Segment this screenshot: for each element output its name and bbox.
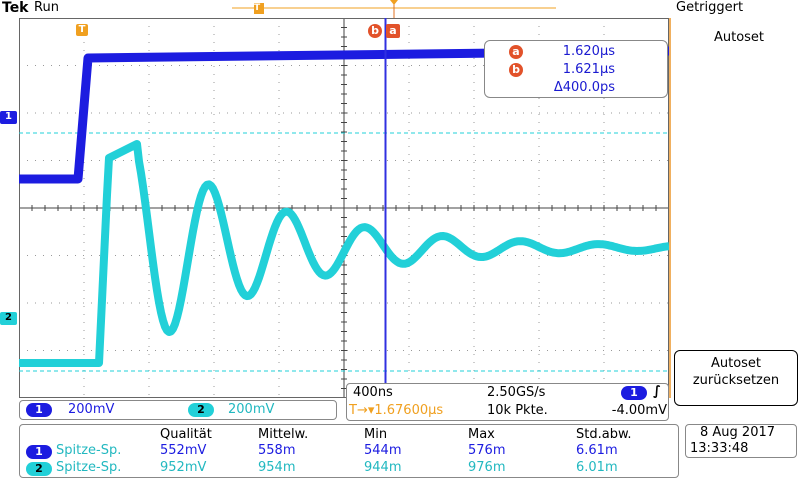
ch1-badge[interactable]: 1 [26, 403, 52, 417]
cursor-b-value: 1.621µs [562, 62, 615, 77]
meas-header-max: Max [468, 427, 495, 442]
ch1-scale: 200mV [68, 402, 115, 417]
trigger-slope-icon: ∫ [653, 384, 661, 399]
ch2-badge[interactable]: 2 [188, 403, 214, 417]
meas-header-min: Min [364, 427, 388, 442]
ch2-scale: 200mV [228, 402, 275, 417]
trigger-level: -4.00mV [611, 403, 667, 418]
waveform-traces [19, 18, 669, 398]
autoset-reset-button[interactable]: Autoset zurücksetzen [674, 350, 798, 406]
cursor-delta-value: Δ400.0ps [553, 80, 615, 95]
meas-row-2-min: 944m [364, 460, 402, 475]
meas-row-2-stddev: 6.01m [576, 460, 618, 475]
date-time-display: 8 Aug 2017 13:33:48 [685, 424, 797, 458]
meas-row-1-stddev: 6.61m [576, 443, 618, 458]
graticule-frame [19, 18, 669, 398]
record-length: 10k Pkte. [487, 403, 548, 418]
cursor-a-value: 1.620µs [562, 44, 615, 59]
ch1-trace [19, 46, 669, 184]
acquisition-state: Run [34, 0, 59, 15]
horizontal-scale: 400ns [353, 385, 393, 400]
side-menu: Autoset [669, 18, 800, 398]
autoset-reset-label-1: Autoset [710, 356, 762, 371]
measurement-table: Qualität Mittelw. Min Max Std.abw. 1 Spi… [19, 424, 679, 478]
channel-scale-bar: 1 200mV 2 200mV [19, 400, 337, 420]
meas-row-1-quality: 552mV [160, 443, 207, 458]
meas-row-2-mean: 954m [258, 460, 296, 475]
cursor-a-badge: a [509, 45, 523, 59]
meas-header-quality: Qualität [160, 427, 212, 442]
cursor-b-marker[interactable]: b [368, 24, 382, 38]
ch1-ground-marker[interactable]: 1 [0, 111, 17, 124]
cursor-readout: a 1.620µs b 1.621µs Δ400.0ps [484, 40, 668, 98]
cursor-a-marker[interactable]: a [386, 24, 400, 38]
sample-rate: 2.50GS/s [487, 385, 546, 400]
waveform-display[interactable] [19, 18, 669, 398]
autoset-button[interactable]: Autoset [713, 30, 765, 45]
timebase-trigger-readout: 400ns 2.50GS/s 1 ∫ T→▾1.67600µs 10k Pkte… [346, 383, 669, 421]
trigger-source-badge: 1 [621, 386, 647, 400]
meas-row-1-channel: 1 [26, 445, 52, 459]
meas-row-1-name: Spitze-Sp. [56, 443, 122, 458]
brand-logo: Tek [2, 0, 29, 16]
ch2-ground-marker[interactable]: 2 [0, 312, 17, 325]
ch2-trace [19, 140, 669, 367]
date: 8 Aug 2017 [700, 425, 776, 440]
trigger-status: Getriggert [676, 0, 744, 15]
meas-row-2-max: 976m [468, 460, 506, 475]
meas-row-1-mean: 558m [258, 443, 296, 458]
meas-row-2-name: Spitze-Sp. [56, 460, 122, 475]
graticule [19, 18, 669, 398]
meas-header-stddev: Std.abw. [576, 427, 632, 442]
top-status-bar: Tek Run T Getriggert [0, 0, 800, 18]
meas-header-mean: Mittelw. [258, 427, 309, 442]
meas-row-2-channel: 2 [26, 462, 52, 476]
meas-row-1-max: 576m [468, 443, 506, 458]
trigger-marker[interactable]: T [76, 24, 88, 36]
autoset-reset-label-2: zurücksetzen [692, 373, 780, 388]
meas-row-2-quality: 952mV [160, 460, 207, 475]
trigger-position: T→▾1.67600µs [349, 403, 444, 418]
cursor-b-badge: b [509, 63, 523, 77]
record-position-indicator [232, 0, 556, 18]
meas-row-1-min: 544m [364, 443, 402, 458]
record-trigger-icon: T [254, 3, 261, 13]
time: 13:33:48 [690, 441, 749, 456]
